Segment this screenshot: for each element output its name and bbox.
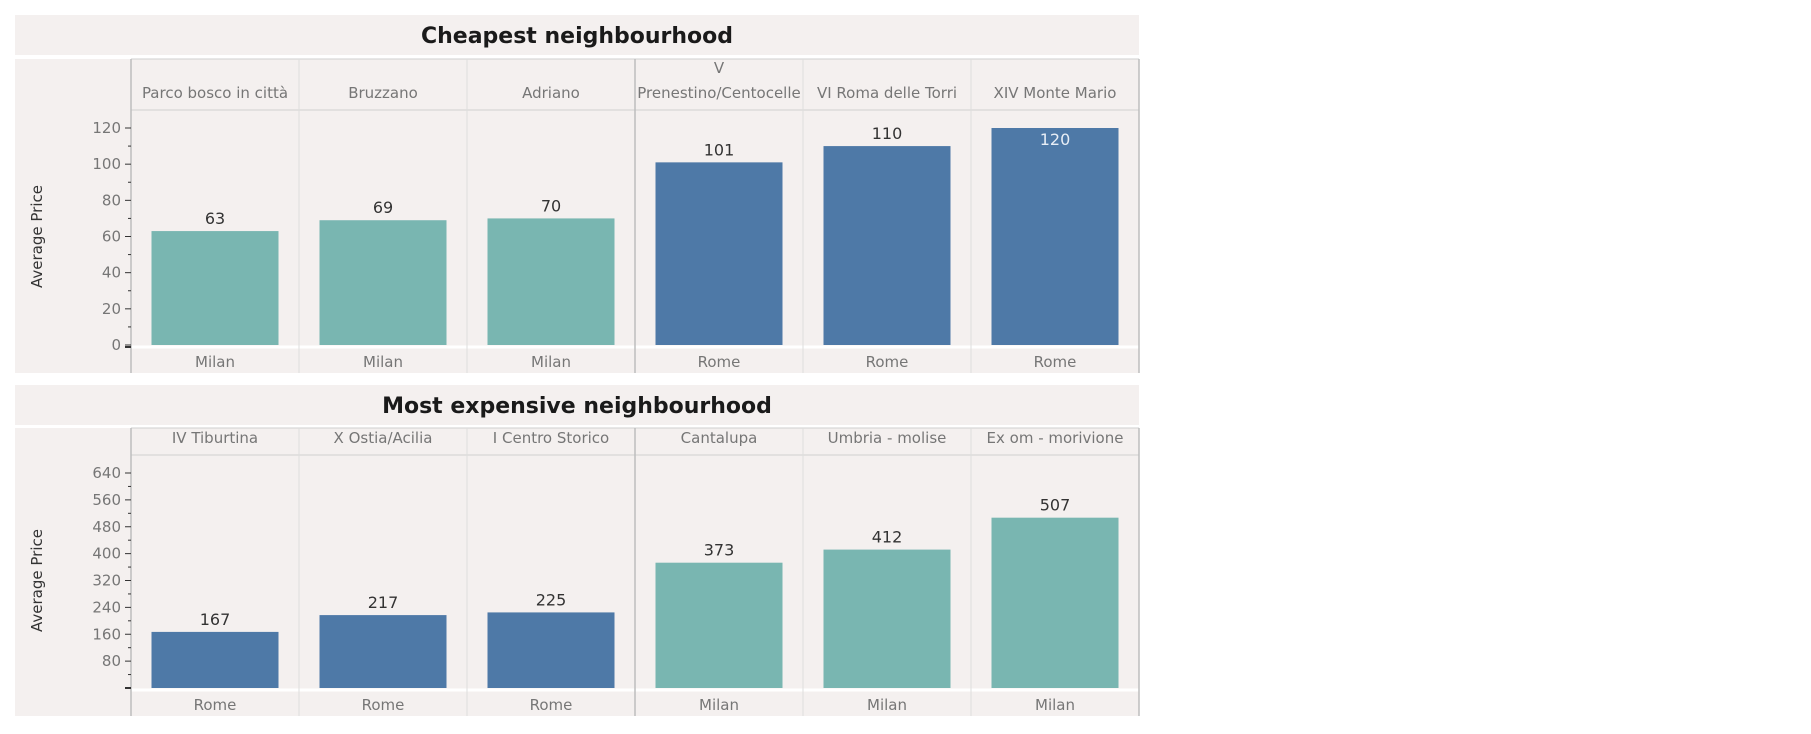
chart1-data-label: 120	[1040, 130, 1071, 149]
chart1-category-label: Prenestino/Centocelle	[637, 84, 801, 102]
chart1-city-label: Rome	[698, 353, 741, 371]
chart1-bar	[991, 128, 1119, 345]
chart2-category-label: Umbria - molise	[828, 429, 947, 447]
chart1-y-tick-label: 60	[102, 228, 121, 246]
chart1-category-label: VI Roma delle Torri	[817, 84, 957, 102]
chart1-title-band	[15, 15, 1139, 55]
chart2-bar	[151, 631, 279, 688]
chart2-bar	[823, 549, 951, 688]
chart1-y-tick-label: 20	[102, 300, 121, 318]
chart1-y-tick-label: 80	[102, 191, 121, 209]
chart1-bar	[319, 220, 447, 345]
chart1-y-tick-label: 120	[92, 119, 121, 137]
chart2-data-label: 507	[1040, 496, 1071, 515]
chart2-city-label: Milan	[699, 696, 739, 714]
chart2-y-tick-label: 320	[92, 572, 121, 590]
chart1-category-label: Bruzzano	[348, 84, 418, 102]
chart2-data-label: 373	[704, 541, 735, 560]
chart1-category-label: Parco bosco in città	[142, 84, 288, 102]
chart2-data-label: 167	[200, 610, 231, 629]
chart1-bar	[655, 162, 783, 345]
chart1-bar	[823, 146, 951, 345]
chart1-y-tick-label: 0	[111, 336, 121, 354]
chart1-data-label: 70	[541, 196, 561, 215]
chart2-city-label: Rome	[362, 696, 405, 714]
chart2-title-band	[15, 385, 1139, 425]
chart2-y-tick-label: 560	[92, 491, 121, 509]
chart1-data-label: 101	[704, 140, 735, 159]
chart1-data-label: 110	[872, 124, 903, 143]
chart1-data-label: 63	[205, 209, 225, 228]
chart2-category-label: Ex om - morivione	[987, 429, 1124, 447]
chart2-city-label: Milan	[867, 696, 907, 714]
chart2-y-tick-label: 480	[92, 518, 121, 536]
chart2-bar	[991, 517, 1119, 688]
chart2-bar	[655, 562, 783, 688]
chart1-y-axis-title: Average Price	[28, 185, 46, 288]
chart2-y-tick-label: 80	[102, 652, 121, 670]
chart2-category-label: I Centro Storico	[493, 429, 609, 447]
chart1-city-label: Milan	[195, 353, 235, 371]
chart2-category-label: IV Tiburtina	[172, 429, 258, 447]
chart2-y-tick-label: 640	[92, 464, 121, 482]
chart2-y-tick-label: 160	[92, 625, 121, 643]
chart2-y-tick-label: 240	[92, 598, 121, 616]
chart1-category-label: V	[714, 59, 725, 77]
chart1-city-label: Milan	[531, 353, 571, 371]
chart1-bar	[151, 231, 279, 345]
chart2-bar	[487, 612, 615, 688]
chart2-y-axis-title: Average Price	[28, 529, 46, 632]
chart2-category-label: Cantalupa	[681, 429, 758, 447]
chart1-city-label: Rome	[866, 353, 909, 371]
chart1-category-label: XIV Monte Mario	[994, 84, 1117, 102]
chart1-y-tick-label: 40	[102, 264, 121, 282]
chart2-y-tick-label: 400	[92, 545, 121, 563]
chart1-category-label: Adriano	[522, 84, 580, 102]
chart2-bar	[319, 615, 447, 688]
chart1-y-tick-label: 100	[92, 155, 121, 173]
chart2-city-label: Milan	[1035, 696, 1075, 714]
chart2-data-label: 217	[368, 593, 399, 612]
chart1-bar	[487, 218, 615, 345]
chart2-title: Most expensive neighbourhood	[382, 394, 772, 419]
chart1-data-label: 69	[373, 198, 393, 217]
chart2-data-label: 412	[872, 528, 903, 547]
chart2-data-label: 225	[536, 590, 567, 609]
chart2-city-label: Rome	[194, 696, 237, 714]
chart1-city-label: Milan	[363, 353, 403, 371]
chart2-category-label: X Ostia/Acilia	[334, 429, 433, 447]
chart2-city-label: Rome	[530, 696, 573, 714]
chart1-title: Cheapest neighbourhood	[421, 24, 733, 49]
chart1-city-label: Rome	[1034, 353, 1077, 371]
